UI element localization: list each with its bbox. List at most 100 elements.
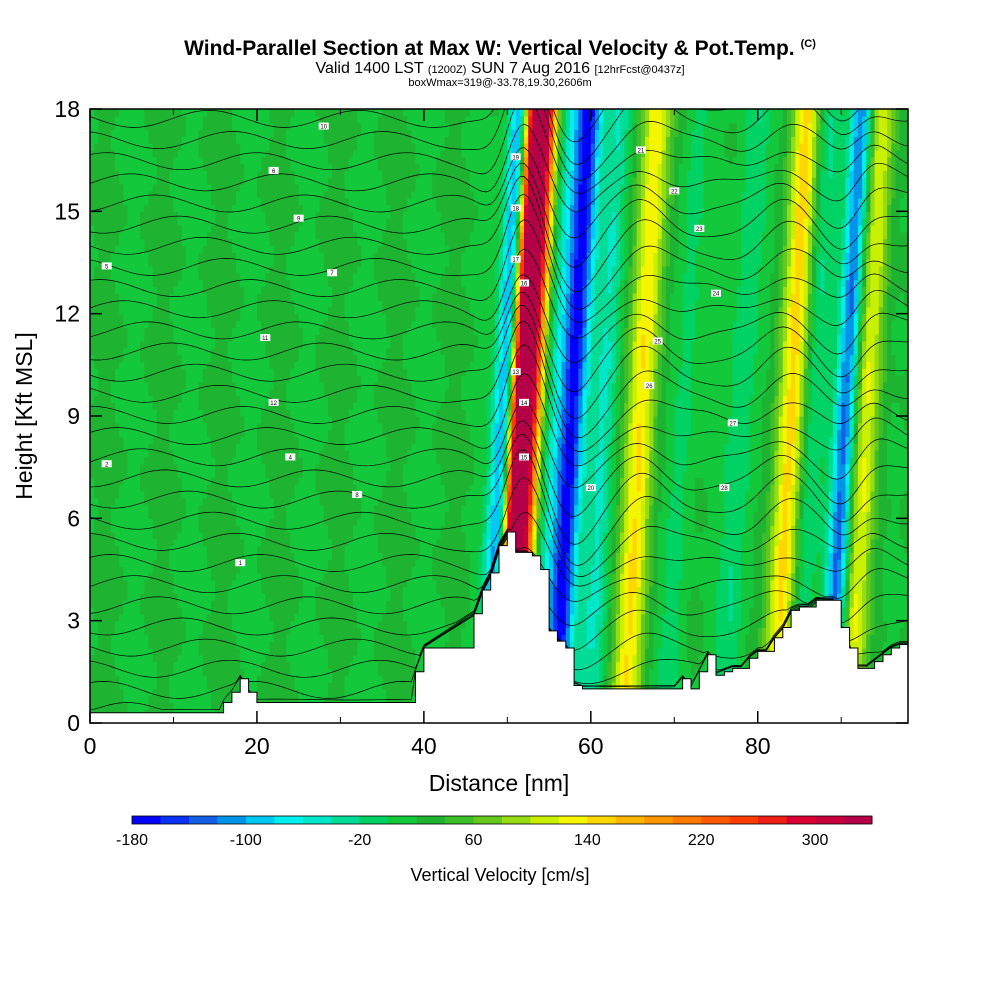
velocity-cell (223, 245, 229, 253)
velocity-cell (165, 211, 170, 219)
velocity-cell (123, 436, 129, 444)
velocity-cell (290, 115, 296, 124)
velocity-cell (240, 306, 246, 315)
velocity-cell (286, 559, 291, 567)
velocity-cell (311, 661, 316, 670)
velocity-cell (110, 572, 116, 581)
velocity-cell (269, 600, 275, 608)
velocity-cell (131, 149, 137, 158)
velocity-cell (98, 115, 104, 124)
velocity-cell (194, 143, 200, 151)
velocity-cell (223, 436, 229, 444)
velocity-cell (231, 491, 237, 499)
velocity-cell (215, 443, 220, 451)
velocity-cell (119, 109, 124, 117)
velocity-cell (173, 491, 179, 499)
velocity-cell (169, 586, 175, 594)
velocity-cell (240, 218, 246, 226)
velocity-cell (119, 607, 124, 615)
velocity-cell (144, 340, 150, 349)
velocity-cell (286, 661, 291, 670)
velocity-cell (115, 211, 120, 219)
velocity-cell (281, 402, 287, 410)
velocity-cell (252, 224, 258, 233)
velocity-cell (140, 170, 145, 178)
velocity-cell (256, 600, 262, 608)
velocity-cell (202, 218, 208, 226)
velocity-cell (236, 600, 241, 608)
velocity-cell (236, 593, 241, 601)
velocity-cell (173, 259, 179, 267)
velocity-cell (123, 443, 129, 451)
velocity-cell (277, 156, 283, 165)
velocity-cell (256, 136, 262, 144)
velocity-cell (277, 456, 283, 465)
velocity-cell (219, 361, 225, 369)
velocity-cell (261, 661, 266, 670)
velocity-cell (252, 613, 258, 622)
velocity-cell (119, 381, 124, 390)
velocity-cell (156, 675, 162, 683)
velocity-cell (160, 204, 166, 212)
velocity-cell (102, 115, 108, 124)
velocity-cell (236, 545, 241, 554)
velocity-cell (265, 211, 271, 219)
velocity-cell (185, 252, 191, 260)
velocity-cell (273, 566, 279, 574)
velocity-cell (244, 538, 250, 547)
velocity-cell (290, 231, 296, 240)
velocity-cell (198, 661, 204, 670)
velocity-cell (302, 545, 308, 554)
velocity-cell (90, 265, 95, 274)
velocity-cell (256, 238, 262, 247)
velocity-cell (265, 163, 271, 171)
velocity-cell (123, 566, 129, 574)
velocity-cell (265, 497, 271, 506)
velocity-cell (156, 654, 162, 663)
velocity-cell (110, 682, 116, 690)
velocity-cell (265, 170, 271, 178)
velocity-cell (119, 654, 124, 663)
velocity-cell (102, 654, 108, 663)
velocity-cell (102, 149, 108, 158)
velocity-cell (223, 484, 229, 492)
velocity-cell (252, 579, 258, 588)
velocity-cell (160, 422, 166, 431)
velocity-cell (194, 340, 200, 349)
velocity-cell (123, 429, 129, 438)
velocity-cell (173, 661, 179, 670)
velocity-cell (227, 443, 233, 451)
velocity-cell (223, 177, 229, 185)
velocity-cell (269, 579, 275, 588)
velocity-cell (315, 136, 321, 144)
velocity-cell (298, 204, 304, 212)
velocity-cell (144, 170, 150, 178)
velocity-cell (215, 388, 220, 397)
velocity-cell (135, 306, 141, 315)
velocity-cell (94, 641, 99, 649)
velocity-cell (244, 443, 250, 451)
velocity-cell (140, 695, 145, 704)
velocity-cell (227, 429, 233, 438)
velocity-cell (211, 361, 216, 369)
velocity-cell (215, 300, 220, 308)
velocity-cell (319, 654, 325, 663)
velocity-cell (319, 572, 325, 581)
velocity-cell (135, 231, 141, 240)
velocity-cell (223, 416, 229, 424)
velocity-cell (177, 695, 183, 704)
velocity-cell (94, 259, 99, 267)
velocity-cell (127, 306, 133, 315)
velocity-cell (185, 361, 191, 369)
velocity-cell (219, 129, 225, 137)
velocity-cell (311, 136, 316, 144)
velocity-cell (252, 252, 258, 260)
velocity-cell (123, 143, 129, 151)
velocity-cell (115, 566, 120, 574)
velocity-cell (311, 149, 316, 158)
velocity-cell (269, 361, 275, 369)
velocity-cell (165, 375, 170, 383)
velocity-cell (173, 265, 179, 274)
velocity-cell (240, 579, 246, 588)
velocity-cell (135, 204, 141, 212)
